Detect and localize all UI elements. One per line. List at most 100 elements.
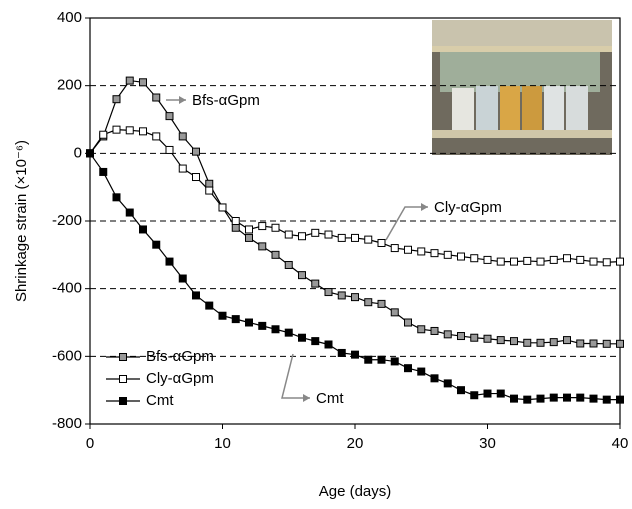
marker: [390, 244, 399, 253]
marker: [443, 330, 452, 339]
annotation: Bfs-αGpm: [192, 92, 260, 109]
marker: [311, 279, 320, 288]
marker: [231, 315, 240, 324]
marker: [563, 336, 571, 345]
marker: [496, 389, 505, 398]
marker: [616, 395, 624, 404]
marker: [602, 258, 611, 267]
legend-marker: [119, 375, 127, 383]
marker: [165, 257, 174, 266]
marker: [510, 394, 518, 403]
marker: [430, 326, 439, 335]
y-tick-label: 200: [57, 77, 82, 94]
annotation-arrow: [281, 353, 310, 399]
marker: [457, 386, 465, 395]
marker: [589, 339, 598, 348]
marker: [125, 126, 134, 135]
marker: [523, 395, 532, 404]
marker: [298, 333, 306, 342]
marker: [99, 167, 108, 176]
marker: [231, 217, 240, 225]
plot-frame: [89, 17, 621, 425]
arrow-head: [421, 203, 428, 211]
annotation: Cly-αGpm: [434, 199, 502, 216]
annotation: Cmt: [316, 390, 344, 407]
marker: [390, 357, 399, 366]
marker: [125, 208, 134, 217]
marker: [351, 233, 359, 242]
marker: [483, 255, 492, 264]
marker: [125, 76, 134, 85]
y-tick-label: -400: [52, 280, 82, 297]
marker: [205, 186, 214, 195]
legend-label: Cly-αGpm: [146, 370, 214, 387]
marker: [165, 145, 174, 154]
marker: [390, 308, 399, 317]
marker: [536, 257, 545, 266]
marker: [192, 173, 200, 182]
x-tick-label: 0: [86, 435, 94, 452]
marker: [404, 364, 412, 373]
marker: [496, 336, 505, 345]
marker: [178, 164, 187, 173]
marker: [351, 350, 359, 359]
marker: [284, 260, 293, 269]
legend-marker: [119, 397, 127, 405]
marker: [483, 389, 492, 398]
marker: [152, 93, 161, 102]
marker: [470, 391, 479, 400]
marker: [178, 132, 187, 141]
legend-label: Cmt: [146, 392, 174, 409]
marker: [589, 257, 598, 266]
marker: [404, 318, 412, 327]
marker: [377, 238, 386, 247]
marker: [324, 230, 333, 239]
marker: [602, 395, 611, 404]
marker: [377, 299, 386, 308]
marker: [589, 394, 598, 403]
marker: [443, 379, 452, 388]
marker: [417, 325, 426, 334]
marker: [337, 291, 346, 300]
y-tick-label: -800: [52, 415, 82, 432]
marker: [99, 130, 108, 139]
marker: [377, 355, 386, 364]
marker: [152, 132, 161, 141]
marker: [112, 193, 121, 202]
marker: [510, 257, 518, 266]
marker: [457, 252, 465, 261]
marker: [284, 328, 293, 337]
marker: [523, 256, 532, 265]
marker: [324, 340, 333, 349]
y-axis-label: Shrinkage strain (×10⁻⁶): [13, 140, 30, 302]
marker: [218, 311, 227, 320]
annotation-arrow: [385, 206, 428, 241]
marker: [311, 337, 320, 346]
marker: [218, 203, 227, 212]
x-tick-label: 30: [479, 435, 496, 452]
x-axis-label: Age (days): [319, 483, 392, 500]
marker: [337, 348, 346, 357]
marker: [192, 291, 200, 300]
marker: [231, 223, 240, 232]
marker: [271, 250, 280, 259]
marker: [205, 179, 214, 188]
marker: [563, 254, 571, 263]
marker: [549, 393, 558, 402]
marker: [616, 257, 624, 266]
marker: [139, 127, 147, 136]
marker: [152, 240, 161, 249]
marker: [457, 332, 465, 341]
marker: [284, 230, 293, 239]
marker: [616, 339, 624, 348]
marker: [576, 339, 585, 348]
legend-label: Bfs-αGpm: [146, 348, 214, 365]
arrow-head: [179, 96, 186, 104]
marker: [430, 249, 439, 258]
marker: [271, 223, 280, 232]
marker: [245, 225, 253, 234]
marker: [245, 233, 253, 242]
marker: [576, 255, 585, 264]
marker: [324, 288, 333, 297]
